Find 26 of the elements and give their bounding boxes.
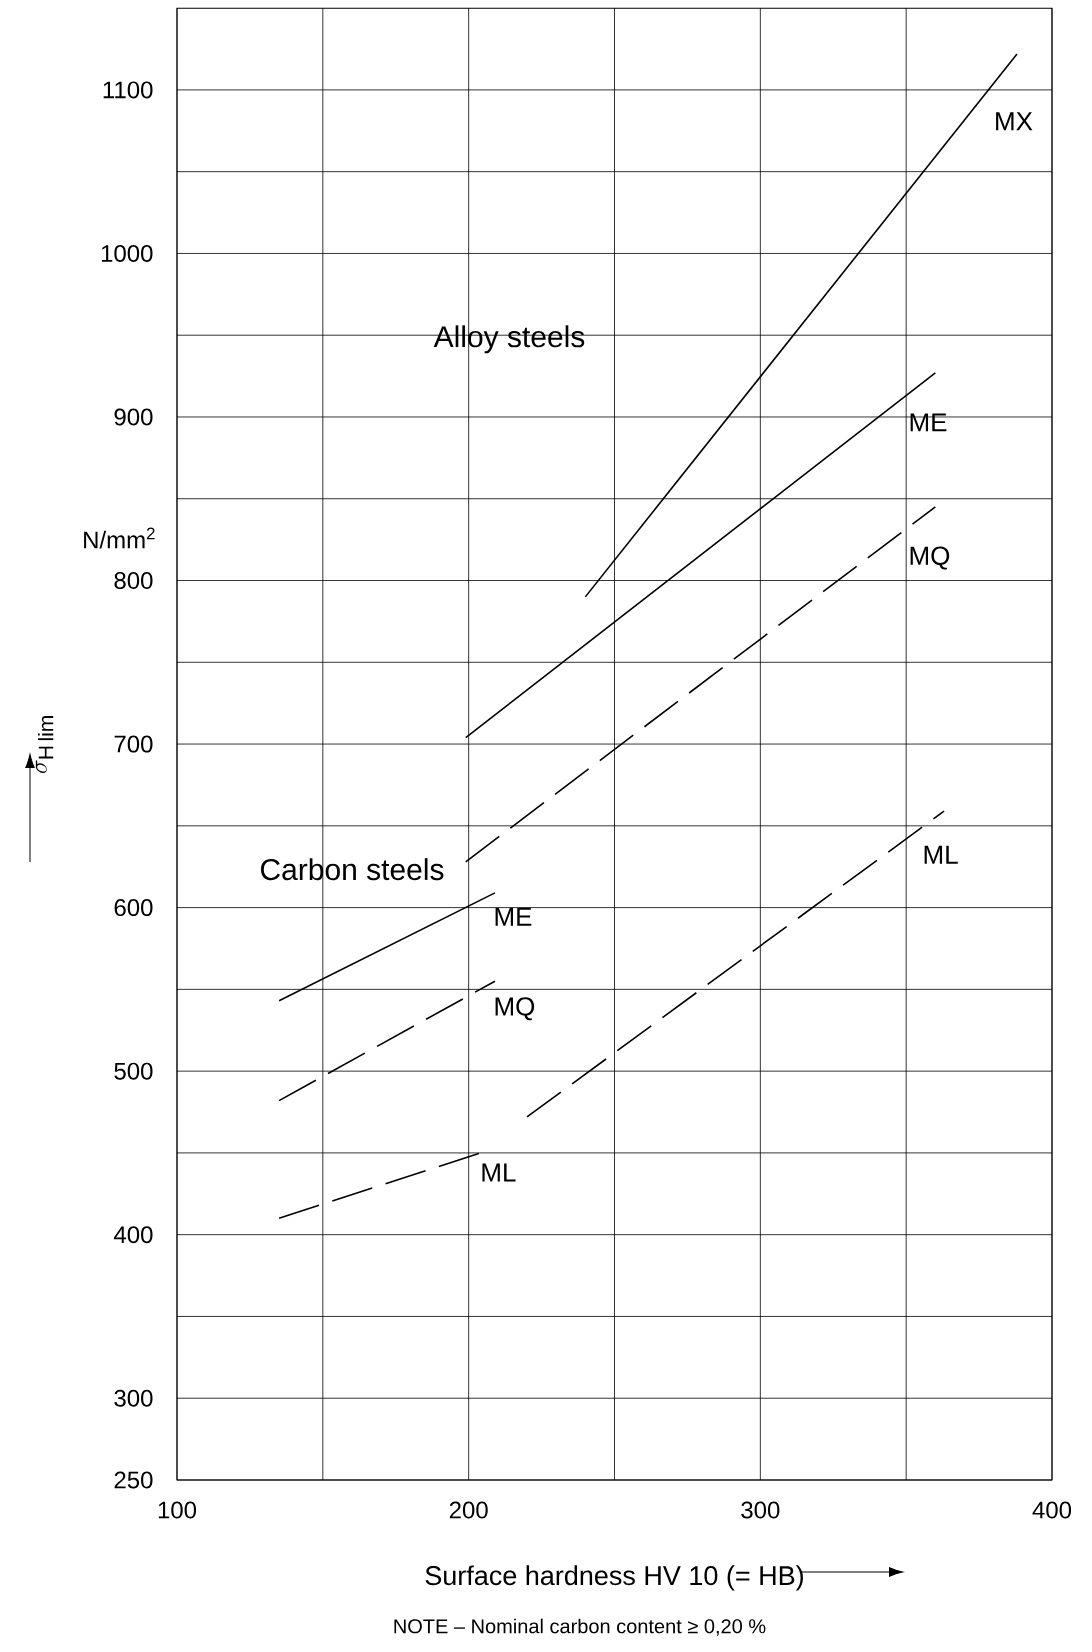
series-label: ME <box>495 907 532 926</box>
y-tick-label: 500 <box>114 1062 153 1080</box>
y-tick-label: 800 <box>114 572 153 590</box>
x-tick-label: 100 <box>158 1501 197 1519</box>
y-tick-label: 250 <box>114 1471 153 1489</box>
y-tick-label: 900 <box>114 408 153 426</box>
series-label: MX <box>996 112 1033 131</box>
text: N/mm$^{2}$ <box>84 527 155 549</box>
text: NOTE – Nominal carbon content ≥ 0,20 % <box>394 1618 766 1636</box>
x-tick-label: 400 <box>1032 1501 1072 1519</box>
x-tick-label: 300 <box>741 1501 780 1519</box>
series-label: ML <box>482 1163 516 1182</box>
y-tick-label: 1100 <box>103 81 153 99</box>
y-axis-title: $\sigma_{\mathrm{H\,lim}}$ <box>35 716 54 774</box>
y-tick-label: 1000 <box>101 244 153 262</box>
series-label: MQ <box>910 546 950 570</box>
series-label: ML <box>924 845 958 864</box>
series-label: ME <box>910 413 947 432</box>
y-tick-label: 600 <box>114 899 153 917</box>
y-tick-label: 700 <box>114 735 153 753</box>
x-tick-label: 200 <box>449 1501 488 1519</box>
y-tick-label: 300 <box>114 1389 153 1407</box>
x-axis-title: Surface hardness HV 10 (= HB) <box>425 1565 803 1591</box>
y-tick-label: 400 <box>113 1226 153 1244</box>
annotation: Carbon steels <box>260 858 444 881</box>
series-label: MQ <box>495 997 535 1021</box>
